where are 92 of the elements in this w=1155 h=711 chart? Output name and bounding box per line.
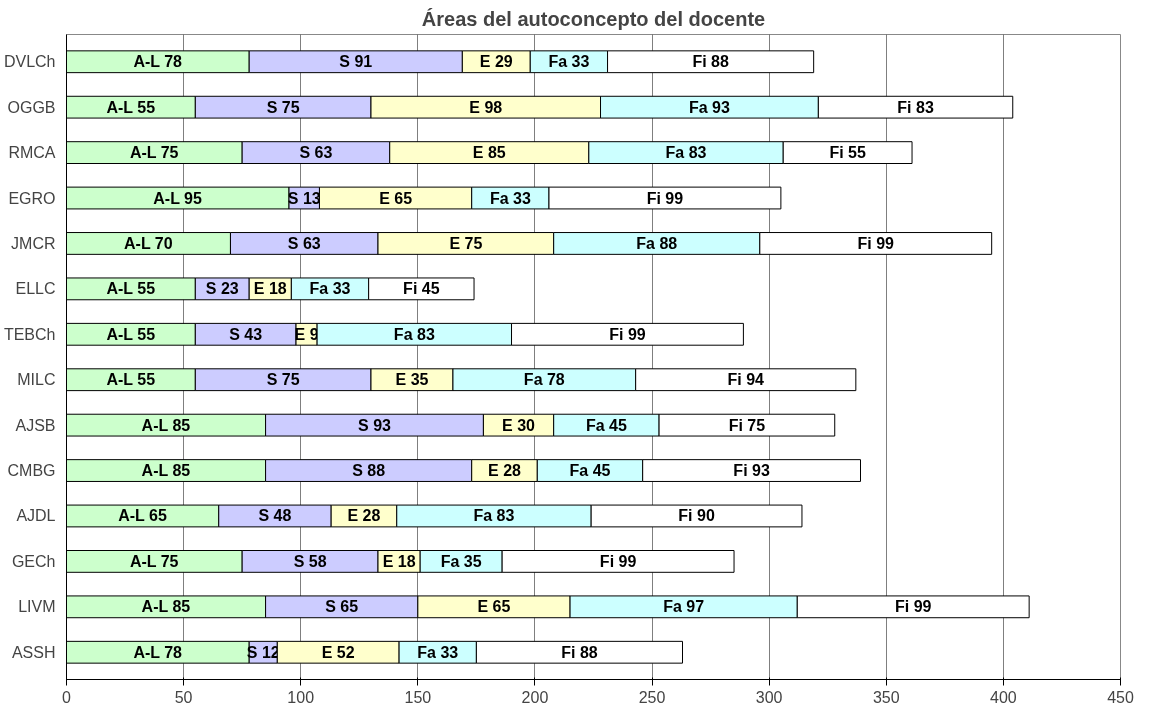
data-label: Fa 97 [663, 598, 705, 616]
y-tick-label: LIVM [18, 598, 56, 616]
data-label: Fi 99 [894, 598, 932, 616]
data-label: Fi 93 [733, 462, 770, 480]
y-tick-label: TEBCh [3, 325, 56, 343]
data-label: S 75 [266, 98, 300, 116]
data-label: Fi 75 [728, 416, 766, 434]
data-label: A-L 95 [153, 189, 203, 207]
data-label: E 35 [395, 371, 429, 389]
data-label: Fa 33 [489, 189, 531, 207]
data-label: E 85 [472, 144, 506, 162]
data-label: A-L 65 [118, 507, 167, 525]
data-label: E 65 [477, 598, 511, 616]
data-label: Fa 83 [473, 507, 515, 525]
data-label: Fi 55 [829, 144, 866, 162]
x-tick-label: 200 [521, 688, 549, 706]
x-tick-label: 300 [755, 688, 783, 706]
data-label: Fa 93 [688, 98, 730, 116]
data-label: A-L 55 [106, 280, 156, 298]
y-tick-label: DVLCh [3, 53, 56, 71]
data-label: S 91 [339, 53, 373, 71]
y-tick-label: OGGB [7, 98, 56, 116]
data-label: Fi 99 [646, 189, 684, 207]
data-label: S 23 [205, 280, 239, 298]
data-label: A-L 75 [129, 552, 179, 570]
data-label: E 75 [449, 234, 483, 252]
y-tick-label: AJDL [16, 507, 56, 525]
data-label: A-L 85 [141, 462, 191, 480]
x-tick-label: 50 [174, 688, 193, 706]
data-label: E 18 [253, 280, 287, 298]
data-label: Fi 88 [692, 53, 729, 71]
data-label: E 30 [502, 416, 536, 434]
x-tick-label: 0 [62, 688, 72, 706]
x-tick-label: 250 [638, 688, 666, 706]
data-label: Fi 90 [678, 507, 715, 525]
data-label: S 88 [352, 462, 386, 480]
data-label: S 65 [325, 598, 359, 616]
y-tick-label: JMCR [11, 234, 56, 252]
data-label: E 65 [379, 189, 413, 207]
data-label: S 43 [229, 325, 263, 343]
data-label: A-L 70 [124, 234, 173, 252]
data-label: Fa 45 [585, 416, 627, 434]
data-label: S 63 [287, 234, 321, 252]
data-label: Fa 45 [569, 462, 611, 480]
data-label: S 48 [258, 507, 292, 525]
y-tick-label: RMCA [8, 144, 56, 162]
data-label: Fi 99 [609, 325, 646, 343]
data-label: S 75 [266, 371, 300, 389]
data-label: Fa 88 [636, 234, 678, 252]
data-label: Fa 33 [417, 643, 459, 661]
data-label: Fi 45 [403, 280, 440, 298]
y-tick-label: ASSH [11, 643, 56, 661]
data-label: S 58 [293, 552, 327, 570]
y-tick-label: CMBG [7, 462, 56, 480]
x-tick-label: 350 [872, 688, 900, 706]
data-label: A-L 55 [106, 325, 156, 343]
y-tick-label: MILC [17, 371, 56, 389]
data-label: E 29 [479, 53, 513, 71]
data-label: A-L 78 [133, 53, 183, 71]
x-tick-label: 100 [287, 688, 315, 706]
data-label: A-L 55 [106, 371, 156, 389]
data-label: S 93 [358, 416, 392, 434]
data-label: Fa 33 [309, 280, 351, 298]
data-label: Fa 83 [665, 144, 707, 162]
x-tick-label: 150 [404, 688, 432, 706]
data-label: Fa 78 [523, 371, 565, 389]
data-label: Fa 33 [548, 53, 590, 71]
y-tick-label: AJSB [15, 416, 56, 434]
data-label: Fi 99 [857, 234, 895, 252]
data-label: A-L 85 [141, 598, 191, 616]
x-tick-label: 450 [1107, 688, 1134, 706]
data-label: E 52 [321, 643, 355, 661]
data-label: Fi 88 [561, 643, 598, 661]
data-label: E 28 [488, 462, 522, 480]
data-label: A-L 55 [106, 98, 156, 116]
y-tick-label: ELLC [15, 280, 56, 298]
data-label: E 98 [469, 98, 503, 116]
data-label: E 28 [347, 507, 381, 525]
data-label: A-L 85 [141, 416, 191, 434]
data-label: Fa 35 [440, 552, 482, 570]
x-tick-label: 400 [990, 688, 1017, 706]
data-label: Fi 83 [897, 98, 934, 116]
data-label: Fi 94 [727, 371, 765, 389]
data-label: S 63 [299, 144, 333, 162]
data-label: Fa 83 [393, 325, 435, 343]
y-tick-label: GECh [11, 552, 56, 570]
data-label: Fi 99 [599, 552, 637, 570]
data-label: A-L 78 [133, 643, 183, 661]
data-label: E 18 [382, 552, 416, 570]
chart-title: Áreas del autoconcepto del docente [421, 7, 766, 30]
data-label: A-L 75 [129, 144, 179, 162]
y-tick-label: EGRO [8, 189, 56, 207]
